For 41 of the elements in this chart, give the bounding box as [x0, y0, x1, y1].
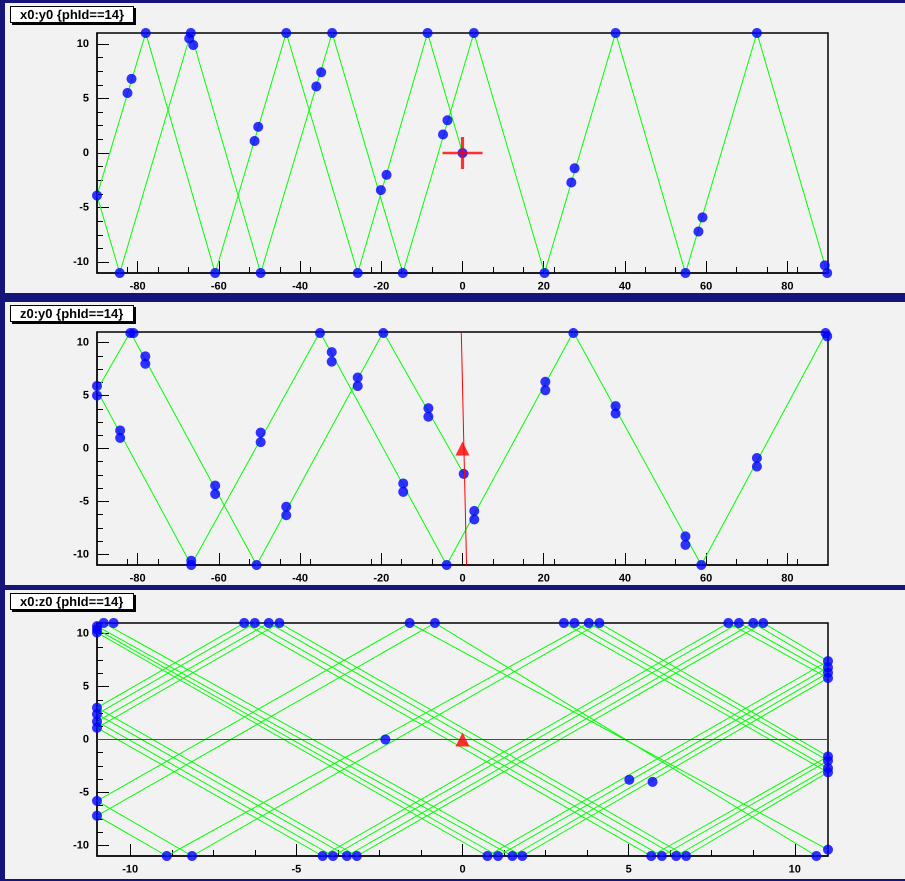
- x-tick-label: -20: [373, 280, 390, 292]
- x-tick-label: 40: [618, 572, 632, 584]
- y-tick-label: 5: [82, 680, 89, 693]
- x-tick-label: -40: [292, 280, 308, 292]
- y-tick-label: -5: [79, 202, 89, 214]
- x-tick-label: -20: [373, 572, 390, 584]
- y-tick-label: 5: [82, 92, 89, 104]
- x-tick-label: -80: [130, 280, 146, 292]
- chart-title: z0:y0 {phId==14}: [20, 306, 124, 321]
- y-tick-label: 0: [82, 734, 89, 746]
- y-tick-label: -5: [79, 786, 89, 798]
- y-tick-label: 10: [76, 38, 89, 50]
- x-tick-label: 80: [781, 280, 794, 292]
- y-tick-label: -10: [73, 548, 89, 560]
- x-tick-label: -10: [122, 864, 138, 876]
- chart-title: x0:z0 {phId==14}: [20, 594, 124, 609]
- x-tick-label: 0: [459, 280, 466, 292]
- y-tick-label: 0: [82, 147, 89, 159]
- x-tick-label: 20: [538, 572, 550, 584]
- x-tick-label: 20: [538, 280, 550, 292]
- x-tick-label: 0: [459, 572, 466, 584]
- x-tick-label: 80: [781, 572, 794, 584]
- y-tick-label: -5: [79, 495, 89, 508]
- y-tick-label: 10: [76, 628, 89, 640]
- x-tick-label: -5: [291, 864, 302, 876]
- x-tick-label: 40: [618, 280, 632, 292]
- y-tick-label: 0: [82, 442, 89, 454]
- x-tick-label: 60: [700, 572, 712, 584]
- y-tick-label: -10: [73, 256, 89, 268]
- y-tick-label: -10: [73, 839, 89, 852]
- x-tick-label: 10: [788, 864, 801, 876]
- x-tick-label: 5: [626, 864, 632, 876]
- x-tick-label: -40: [292, 572, 308, 584]
- x-tick-label: -60: [210, 280, 227, 292]
- x-tick-label: -60: [210, 572, 227, 584]
- chart-title: x0:y0 {phId==14}: [20, 7, 124, 22]
- y-tick-label: 10: [76, 336, 89, 349]
- x-tick-label: 0: [459, 864, 466, 876]
- y-tick-label: 5: [82, 390, 89, 402]
- x-tick-label: -80: [130, 572, 146, 584]
- x-tick-label: 60: [700, 280, 712, 292]
